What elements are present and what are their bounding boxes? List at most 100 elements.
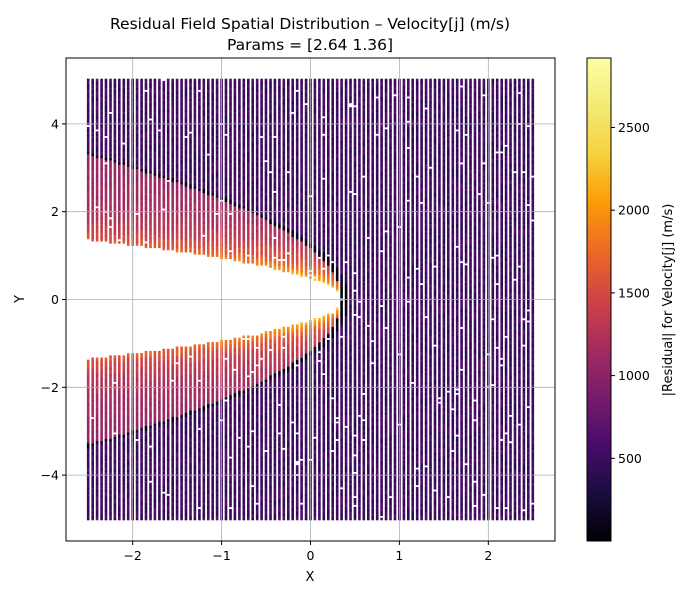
residual-point	[100, 383, 103, 387]
residual-point	[100, 403, 103, 407]
residual-point	[118, 113, 121, 117]
residual-point	[91, 421, 94, 424]
residual-point	[100, 432, 103, 435]
residual-point	[86, 127, 90, 130]
residual-point	[95, 469, 99, 472]
residual-point	[100, 227, 103, 231]
residual-point	[113, 212, 117, 216]
residual-point	[109, 94, 112, 97]
residual-point	[95, 467, 99, 470]
residual-point	[100, 195, 103, 198]
residual-point	[95, 146, 99, 150]
residual-point	[100, 414, 103, 418]
residual-point	[126, 78, 130, 82]
residual-point	[86, 394, 90, 398]
residual-point	[171, 381, 174, 385]
residual-point	[86, 142, 90, 145]
residual-point	[118, 120, 121, 123]
residual-point	[95, 361, 99, 365]
residual-point	[100, 78, 103, 82]
residual-point	[113, 357, 117, 361]
residual-point	[91, 511, 94, 514]
residual-point	[207, 78, 210, 82]
residual-point	[113, 201, 117, 205]
residual-point	[95, 179, 99, 183]
residual-point	[91, 429, 94, 433]
residual-point	[95, 142, 99, 145]
residual-point	[104, 368, 108, 372]
residual-point	[86, 135, 90, 139]
residual-point	[113, 368, 117, 372]
residual-point	[104, 405, 108, 409]
residual-point	[122, 438, 126, 442]
residual-point	[104, 168, 108, 172]
residual-point	[122, 451, 126, 455]
residual-point	[113, 438, 117, 442]
residual-point	[122, 484, 126, 488]
residual-point	[86, 476, 90, 479]
residual-point	[86, 414, 90, 418]
residual-point	[86, 98, 90, 101]
residual-point	[118, 100, 121, 104]
residual-point	[118, 489, 121, 492]
residual-point	[175, 346, 179, 350]
residual-point	[95, 405, 99, 409]
residual-point	[113, 87, 117, 90]
residual-point	[95, 390, 99, 393]
residual-point	[109, 465, 112, 468]
residual-point	[104, 506, 108, 510]
residual-point	[113, 361, 117, 365]
residual-point	[100, 173, 103, 176]
residual-point	[113, 443, 117, 446]
residual-point	[118, 214, 121, 218]
residual-point	[95, 89, 99, 93]
residual-point	[100, 379, 103, 382]
residual-point	[109, 383, 112, 387]
residual-point	[109, 186, 112, 189]
residual-point	[104, 144, 108, 148]
residual-point	[100, 482, 103, 486]
residual-point	[100, 443, 103, 446]
residual-point	[95, 116, 99, 119]
residual-point	[86, 164, 90, 167]
residual-point	[113, 372, 117, 376]
residual-point	[91, 223, 94, 227]
residual-point	[91, 383, 94, 387]
residual-point	[104, 238, 108, 242]
residual-point	[86, 419, 90, 422]
residual-point	[91, 375, 94, 378]
residual-point	[118, 416, 121, 420]
residual-point	[184, 78, 188, 82]
residual-point	[104, 392, 108, 396]
residual-point	[109, 203, 112, 207]
residual-point	[100, 427, 103, 431]
residual-point	[91, 484, 94, 488]
residual-point	[104, 179, 108, 183]
residual-point	[95, 166, 99, 170]
residual-point	[109, 116, 112, 119]
residual-point	[109, 173, 112, 176]
residual-point	[91, 232, 94, 235]
residual-point	[113, 166, 117, 170]
residual-point	[104, 447, 108, 451]
residual-point	[91, 476, 94, 479]
residual-point	[95, 364, 99, 367]
residual-point	[100, 109, 103, 112]
residual-point	[122, 425, 126, 429]
residual-point	[104, 173, 108, 176]
residual-point	[109, 206, 112, 209]
residual-point	[95, 493, 99, 497]
residual-point	[86, 467, 90, 470]
residual-point	[122, 511, 126, 514]
residual-point	[104, 201, 108, 205]
residual-point	[113, 113, 117, 117]
residual-point	[109, 109, 112, 112]
residual-point	[104, 214, 108, 218]
residual-point	[86, 199, 90, 202]
residual-point	[104, 487, 108, 490]
residual-point	[104, 219, 108, 222]
residual-point	[118, 412, 121, 415]
residual-point	[91, 186, 94, 189]
residual-point	[113, 100, 117, 104]
residual-point	[91, 91, 94, 95]
